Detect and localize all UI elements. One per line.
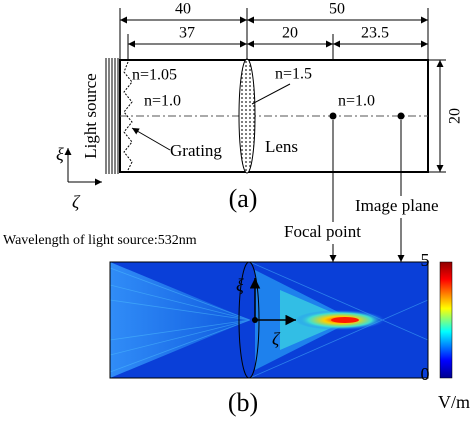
light-source-lines — [105, 58, 119, 174]
panel-b: ξ ζ 5 0 V/m (b) — [109, 250, 470, 417]
image-dot — [397, 112, 405, 120]
lens-label: Lens — [265, 137, 298, 156]
colorbar-unit: V/m — [438, 392, 470, 412]
leader-line — [131, 127, 171, 151]
light-source-label: Light source — [81, 73, 100, 158]
axis-label: ζ — [72, 192, 81, 212]
dimension-label: 40 — [175, 1, 191, 18]
grating-label: Grating — [170, 141, 222, 160]
caption: (a) — [229, 184, 258, 213]
leader-line — [251, 83, 291, 105]
grating — [123, 61, 133, 171]
index-label: n=1.05 — [132, 67, 177, 84]
colorbar — [439, 261, 453, 379]
field-map — [110, 262, 428, 378]
colorbar-max: 5 — [421, 250, 430, 270]
index-label: n=1.0 — [338, 93, 375, 110]
axis-label: ξ — [236, 275, 244, 295]
caption: (b) — [228, 388, 258, 417]
dimension-arrows — [120, 16, 444, 172]
axis-label: ζ — [272, 329, 281, 349]
wavelength-label: Wavelength of light source:532nm — [3, 233, 197, 248]
panel-a: Light source 40 50 37 20 23.5 20 n=1.05 … — [56, 1, 464, 213]
focal-point-label: Focal point — [284, 222, 361, 241]
lens — [238, 58, 256, 174]
dimension-label: 20 — [447, 108, 464, 124]
field-frame — [109, 261, 429, 379]
axis-label: ξ — [56, 144, 64, 164]
image-plane-label: Image plane — [355, 196, 439, 215]
origin-dot — [252, 317, 258, 323]
index-label: n=1.5 — [275, 66, 312, 83]
colorbar-min: 0 — [421, 364, 430, 384]
index-label: n=1.0 — [144, 93, 181, 110]
dimension-label: 20 — [282, 25, 298, 42]
focal-dot — [329, 112, 337, 120]
dimension-label: 37 — [179, 25, 195, 42]
dimension-label: 50 — [329, 1, 345, 18]
dimension-label: 23.5 — [361, 25, 389, 42]
